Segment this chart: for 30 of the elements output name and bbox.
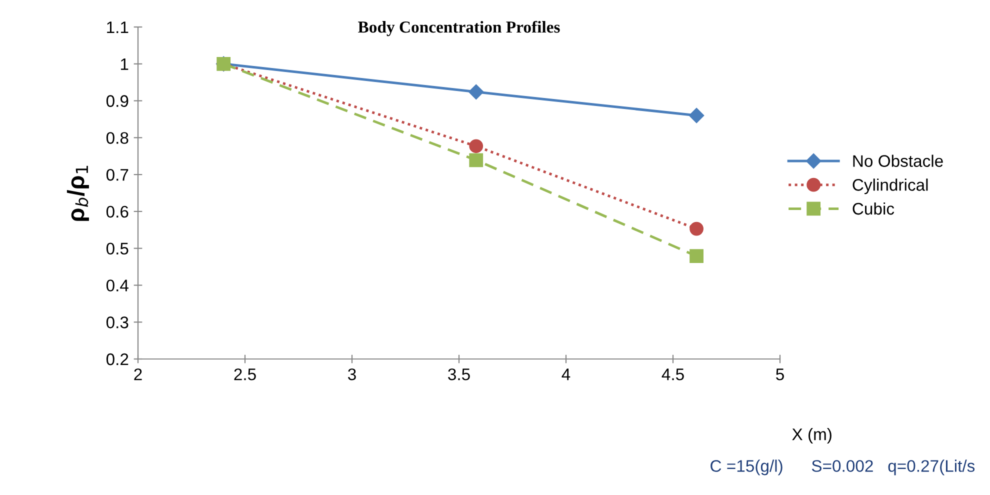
y-tick-label: 1.1: [107, 22, 128, 34]
y-axis-title: ρ$_{b}$/ρ$_{1}$: [66, 166, 89, 221]
text: C =15(g/l) S=0.002 q=0.27(Lit/s: [710, 460, 975, 476]
x-tick-label: 3: [348, 368, 356, 380]
x-tick-label: 5: [776, 368, 784, 380]
x-tick-label: 2.5: [234, 368, 256, 380]
y-tick-label: 0.7: [106, 168, 128, 181]
point: [469, 153, 484, 168]
point: [469, 139, 484, 154]
legend-label: Cylindrical: [852, 178, 928, 194]
point: [690, 249, 704, 264]
legend-label: Cubic: [852, 202, 894, 215]
x-axis-title: X (m): [792, 428, 832, 444]
y-tick-label: 0.4: [106, 280, 128, 292]
y-tick-label: 0.5: [106, 242, 128, 255]
legend-label: No Obstacle: [853, 154, 943, 167]
chart-title: Body Concentration Profiles: [358, 20, 560, 36]
y-tick-label: 0.9: [106, 95, 128, 107]
x-tick-label: 2: [134, 368, 142, 380]
point: [468, 84, 484, 100]
y-tick-label: 0.6: [106, 206, 128, 218]
x-tick-label: 4: [562, 368, 570, 380]
y-tick-label: 0.8: [106, 132, 128, 144]
y-tick-label: 0.3: [106, 316, 128, 328]
point: [688, 108, 704, 124]
y-tick-label: 1: [120, 58, 128, 70]
y-tick-label: 0.2: [106, 353, 128, 366]
x-tick-label: 4.5: [662, 368, 684, 380]
point: [690, 222, 704, 236]
x-tick-label: 3.5: [448, 368, 470, 380]
